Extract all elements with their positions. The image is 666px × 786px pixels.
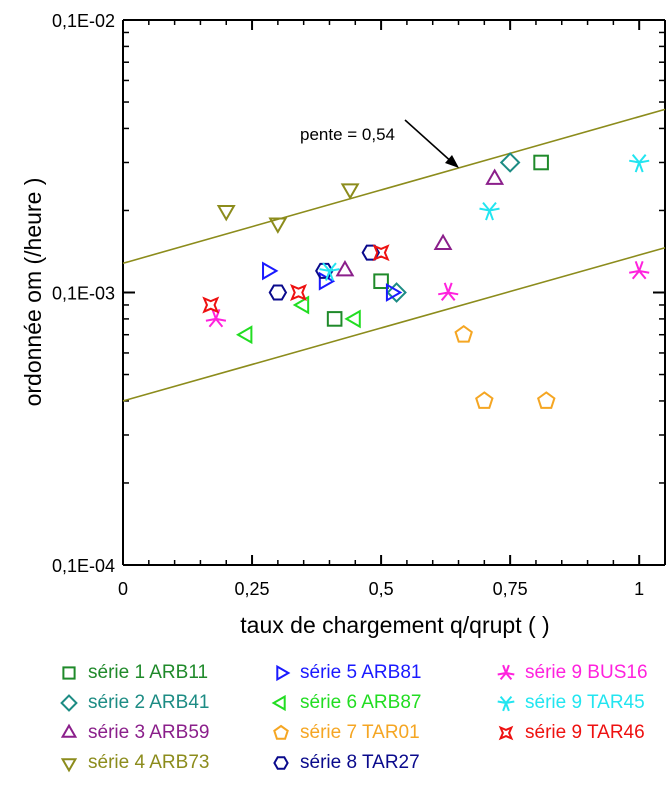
data-point: [292, 295, 310, 315]
slope-annotation-text: pente = 0,54: [300, 125, 395, 144]
x-tick-label: 0: [118, 579, 128, 599]
legend-marker: [276, 664, 291, 682]
data-point: [202, 296, 220, 314]
annotation-arrowhead: [445, 155, 459, 168]
legend-label: série 7 TAR01: [300, 722, 420, 743]
legend-label: série 8 TAR27: [300, 752, 420, 773]
legend-marker-icon: [273, 756, 289, 770]
trend-lines: [122, 108, 666, 402]
legend-marker: [60, 723, 78, 738]
x-tick-label: 1: [634, 579, 644, 599]
data-point: [335, 260, 355, 277]
legend-item: série 8 TAR27: [270, 750, 420, 776]
legend-marker: [60, 758, 78, 773]
data-point: [629, 260, 650, 280]
data-point: [205, 308, 227, 328]
data-point: [268, 217, 288, 234]
x-tick-label: 0,25: [235, 579, 270, 599]
legend-marker: [497, 695, 515, 712]
legend-marker-icon: [62, 666, 76, 680]
legend-label: série 5 ARB81: [300, 662, 422, 683]
legend-label: série 6 ARB87: [300, 692, 422, 713]
data-point: [216, 204, 236, 222]
legend-label: série 1 ARB11: [88, 662, 209, 683]
data-point: [344, 309, 361, 329]
legend-item: série 5 ARB81: [270, 660, 421, 686]
data-point: [326, 311, 343, 327]
legend-item: série 9 TAR45: [495, 690, 645, 716]
legend-marker-icon: [497, 695, 515, 712]
data-point: [268, 284, 288, 301]
data-point: [629, 154, 650, 173]
legend-item: série 9 TAR46: [495, 720, 645, 746]
data-point: [386, 282, 407, 303]
legend-marker-icon: [273, 724, 289, 740]
y-tick-label: 0,1E-03: [52, 284, 115, 304]
legend-marker-icon: [497, 664, 515, 681]
legend-marker-icon: [60, 758, 78, 773]
data-point: [235, 325, 253, 345]
x-axis-label: taux de chargement q/qrupt ( ): [240, 612, 549, 638]
data-point: [385, 283, 403, 302]
legend-label: série 2 ARB41: [88, 692, 210, 713]
data-points: [202, 152, 650, 409]
slope-annotation: pente = 0,54: [300, 119, 459, 168]
legend-marker-icon: [60, 694, 78, 712]
data-point: [433, 233, 453, 251]
legend-item: série 1 ARB11: [58, 660, 208, 686]
legend-label: série 4 ARB73: [88, 752, 210, 773]
legend-label: série 9 TAR45: [525, 692, 645, 713]
data-point: [373, 273, 389, 290]
legend-item: série 2 ARB41: [58, 690, 209, 716]
chart-axes: 0 0,25 0,5 0,75 1 0,1E-04 0,1E-03 0,1E-02: [52, 11, 666, 599]
data-point: [438, 282, 459, 301]
data-point: [290, 284, 307, 301]
legend-marker: [62, 666, 76, 680]
legend-marker-icon: [271, 694, 286, 712]
x-tick-label: 0,75: [493, 579, 528, 599]
legend-item: série 4 ARB73: [58, 750, 209, 776]
data-point: [315, 262, 334, 279]
legend-item: série 3 ARB59: [58, 720, 209, 746]
trend-line: [122, 246, 666, 402]
trend-line: [122, 108, 666, 265]
y-tick-label: 0,1E-02: [52, 11, 115, 31]
data-point: [533, 154, 549, 171]
legend-marker-icon: [60, 723, 78, 738]
data-point: [262, 261, 279, 281]
data-point: [319, 262, 340, 281]
legend-marker-icon: [276, 664, 291, 682]
data-point: [340, 183, 360, 200]
data-point: [537, 391, 556, 409]
legend-marker: [273, 724, 289, 740]
legend-label: série 9 BUS16: [525, 662, 648, 683]
legend-label: série 9 TAR46: [525, 722, 645, 743]
data-point: [454, 324, 473, 343]
annotation-arrow-shaft: [404, 119, 455, 165]
legend-item: série 7 TAR01: [270, 720, 420, 746]
data-point: [499, 152, 521, 173]
legend-marker: [498, 725, 514, 741]
legend-marker: [273, 756, 289, 770]
legend-marker: [60, 694, 78, 712]
x-tick-label: 0,5: [369, 579, 394, 599]
legend-label: série 3 ARB59: [88, 722, 210, 743]
legend-item: série 9 BUS16: [495, 660, 648, 686]
legend-marker: [271, 694, 286, 712]
data-point: [485, 168, 505, 185]
y-axis-label: ordonnée om (/heure ): [20, 178, 46, 407]
data-point: [475, 391, 494, 409]
legend-item: série 6 ARB87: [270, 690, 421, 716]
data-point: [372, 244, 390, 262]
y-tick-label: 0,1E-04: [52, 556, 115, 576]
chart-legend: série 1 ARB11 série 2 ARB41 série 3 ARB59 s…: [58, 660, 658, 780]
data-point: [479, 202, 500, 221]
legend-marker: [497, 664, 515, 681]
legend-marker-icon: [498, 725, 514, 741]
